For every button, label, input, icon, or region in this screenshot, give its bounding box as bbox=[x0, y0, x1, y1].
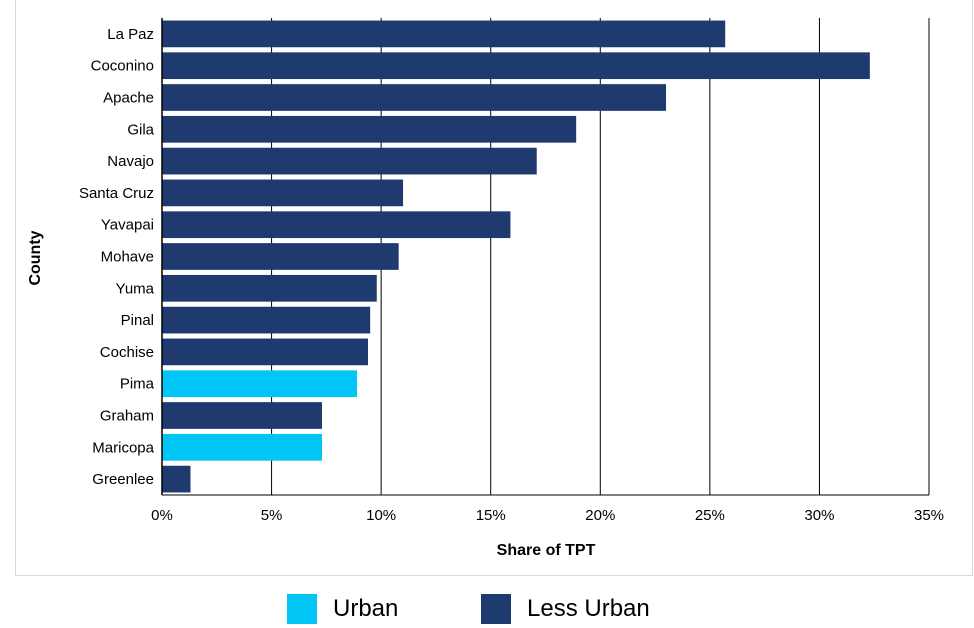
bar bbox=[162, 84, 667, 111]
y-tick-label: Graham bbox=[100, 408, 154, 425]
y-tick-label: Coconino bbox=[91, 58, 154, 75]
y-tick-label: Yuma bbox=[116, 280, 155, 297]
x-tick-label: 35% bbox=[914, 507, 944, 524]
bar bbox=[162, 370, 358, 398]
legend: Urban Less Urban bbox=[0, 588, 974, 628]
bar bbox=[162, 433, 322, 461]
bar bbox=[162, 147, 537, 175]
legend-swatch-urban bbox=[287, 594, 317, 624]
y-tick-label: La Paz bbox=[107, 26, 154, 43]
x-tick-label: 25% bbox=[695, 507, 725, 524]
y-tick-label: Mohave bbox=[101, 249, 154, 266]
bar bbox=[162, 338, 368, 366]
y-tick-label: Yavapai bbox=[101, 217, 154, 234]
bar bbox=[162, 243, 399, 270]
bar bbox=[162, 211, 511, 239]
y-tick-label: Gila bbox=[127, 121, 154, 138]
y-tick-label: Maricopa bbox=[92, 439, 154, 456]
x-tick-label: 10% bbox=[366, 507, 396, 524]
axes bbox=[161, 18, 929, 496]
y-tick-label: Pima bbox=[120, 376, 155, 393]
bar bbox=[162, 20, 726, 48]
bar bbox=[162, 306, 371, 334]
x-tick-label: 15% bbox=[476, 507, 506, 524]
y-tick-label: Cochise bbox=[100, 344, 154, 361]
chart-frame bbox=[15, 0, 973, 576]
y-axis-title: County bbox=[27, 230, 44, 285]
bar bbox=[162, 274, 377, 302]
x-tick-labels: 0% 5% 10% 15% 20% 25% 30% 35% bbox=[151, 507, 944, 524]
y-tick-label: Apache bbox=[103, 90, 154, 107]
x-axis-title: Share of TPT bbox=[497, 542, 596, 559]
legend-label-urban: Urban bbox=[333, 595, 399, 622]
legend-swatch-less-urban bbox=[481, 594, 511, 624]
x-tick-label: 20% bbox=[585, 507, 615, 524]
bar bbox=[162, 402, 322, 429]
bar bbox=[162, 465, 191, 493]
bar-chart: La Paz Coconino Apache Gila Navajo Santa Cruz… bbox=[27, 18, 944, 559]
y-tick-label: Pinal bbox=[121, 312, 154, 329]
bar bbox=[162, 115, 577, 143]
bar bbox=[162, 179, 404, 207]
y-tick-labels: La Paz Coconino Apache Gila Navajo Santa Cruz… bbox=[79, 26, 155, 488]
x-tick-label: 5% bbox=[261, 507, 283, 524]
legend-label-less-urban: Less Urban bbox=[527, 595, 650, 622]
bar bbox=[162, 52, 870, 80]
y-tick-label: Greenlee bbox=[92, 471, 154, 488]
y-tick-label: Santa Cruz bbox=[79, 185, 154, 202]
x-tick-label: 0% bbox=[151, 507, 173, 524]
y-tick-label: Navajo bbox=[107, 153, 154, 170]
x-tick-label: 30% bbox=[804, 507, 834, 524]
bars bbox=[162, 20, 870, 493]
